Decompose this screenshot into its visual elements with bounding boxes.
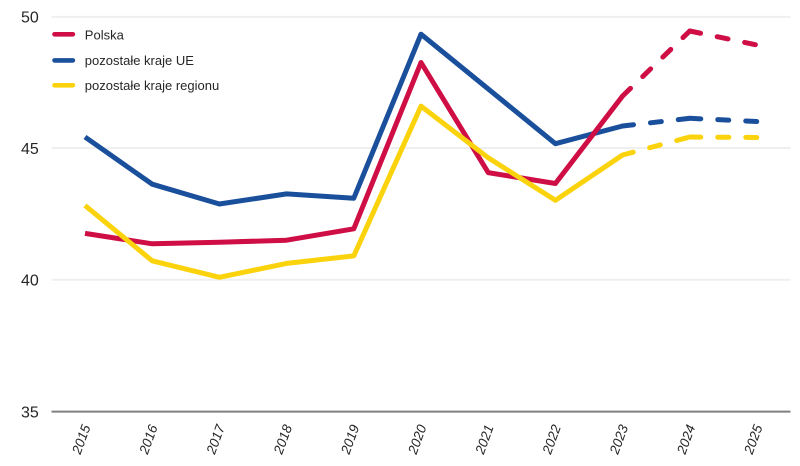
svg-text:2024: 2024 xyxy=(674,423,699,457)
svg-text:2020: 2020 xyxy=(405,422,430,457)
svg-text:pozostałe kraje UE: pozostałe kraje UE xyxy=(85,53,194,68)
svg-text:2018: 2018 xyxy=(270,422,295,457)
svg-text:2023: 2023 xyxy=(606,422,631,457)
svg-text:35: 35 xyxy=(21,404,39,421)
svg-text:40: 40 xyxy=(21,273,39,290)
svg-text:2025: 2025 xyxy=(741,422,766,457)
svg-text:2019: 2019 xyxy=(338,422,363,457)
svg-text:45: 45 xyxy=(21,141,39,158)
svg-text:2021: 2021 xyxy=(472,423,497,457)
svg-text:2015: 2015 xyxy=(69,422,94,457)
svg-text:2017: 2017 xyxy=(203,422,228,457)
svg-text:2016: 2016 xyxy=(136,422,161,457)
svg-text:2022: 2022 xyxy=(539,422,564,457)
svg-text:50: 50 xyxy=(21,10,39,27)
svg-text:Polska: Polska xyxy=(85,27,125,42)
svg-text:pozostałe kraje regionu: pozostałe kraje regionu xyxy=(85,78,219,93)
